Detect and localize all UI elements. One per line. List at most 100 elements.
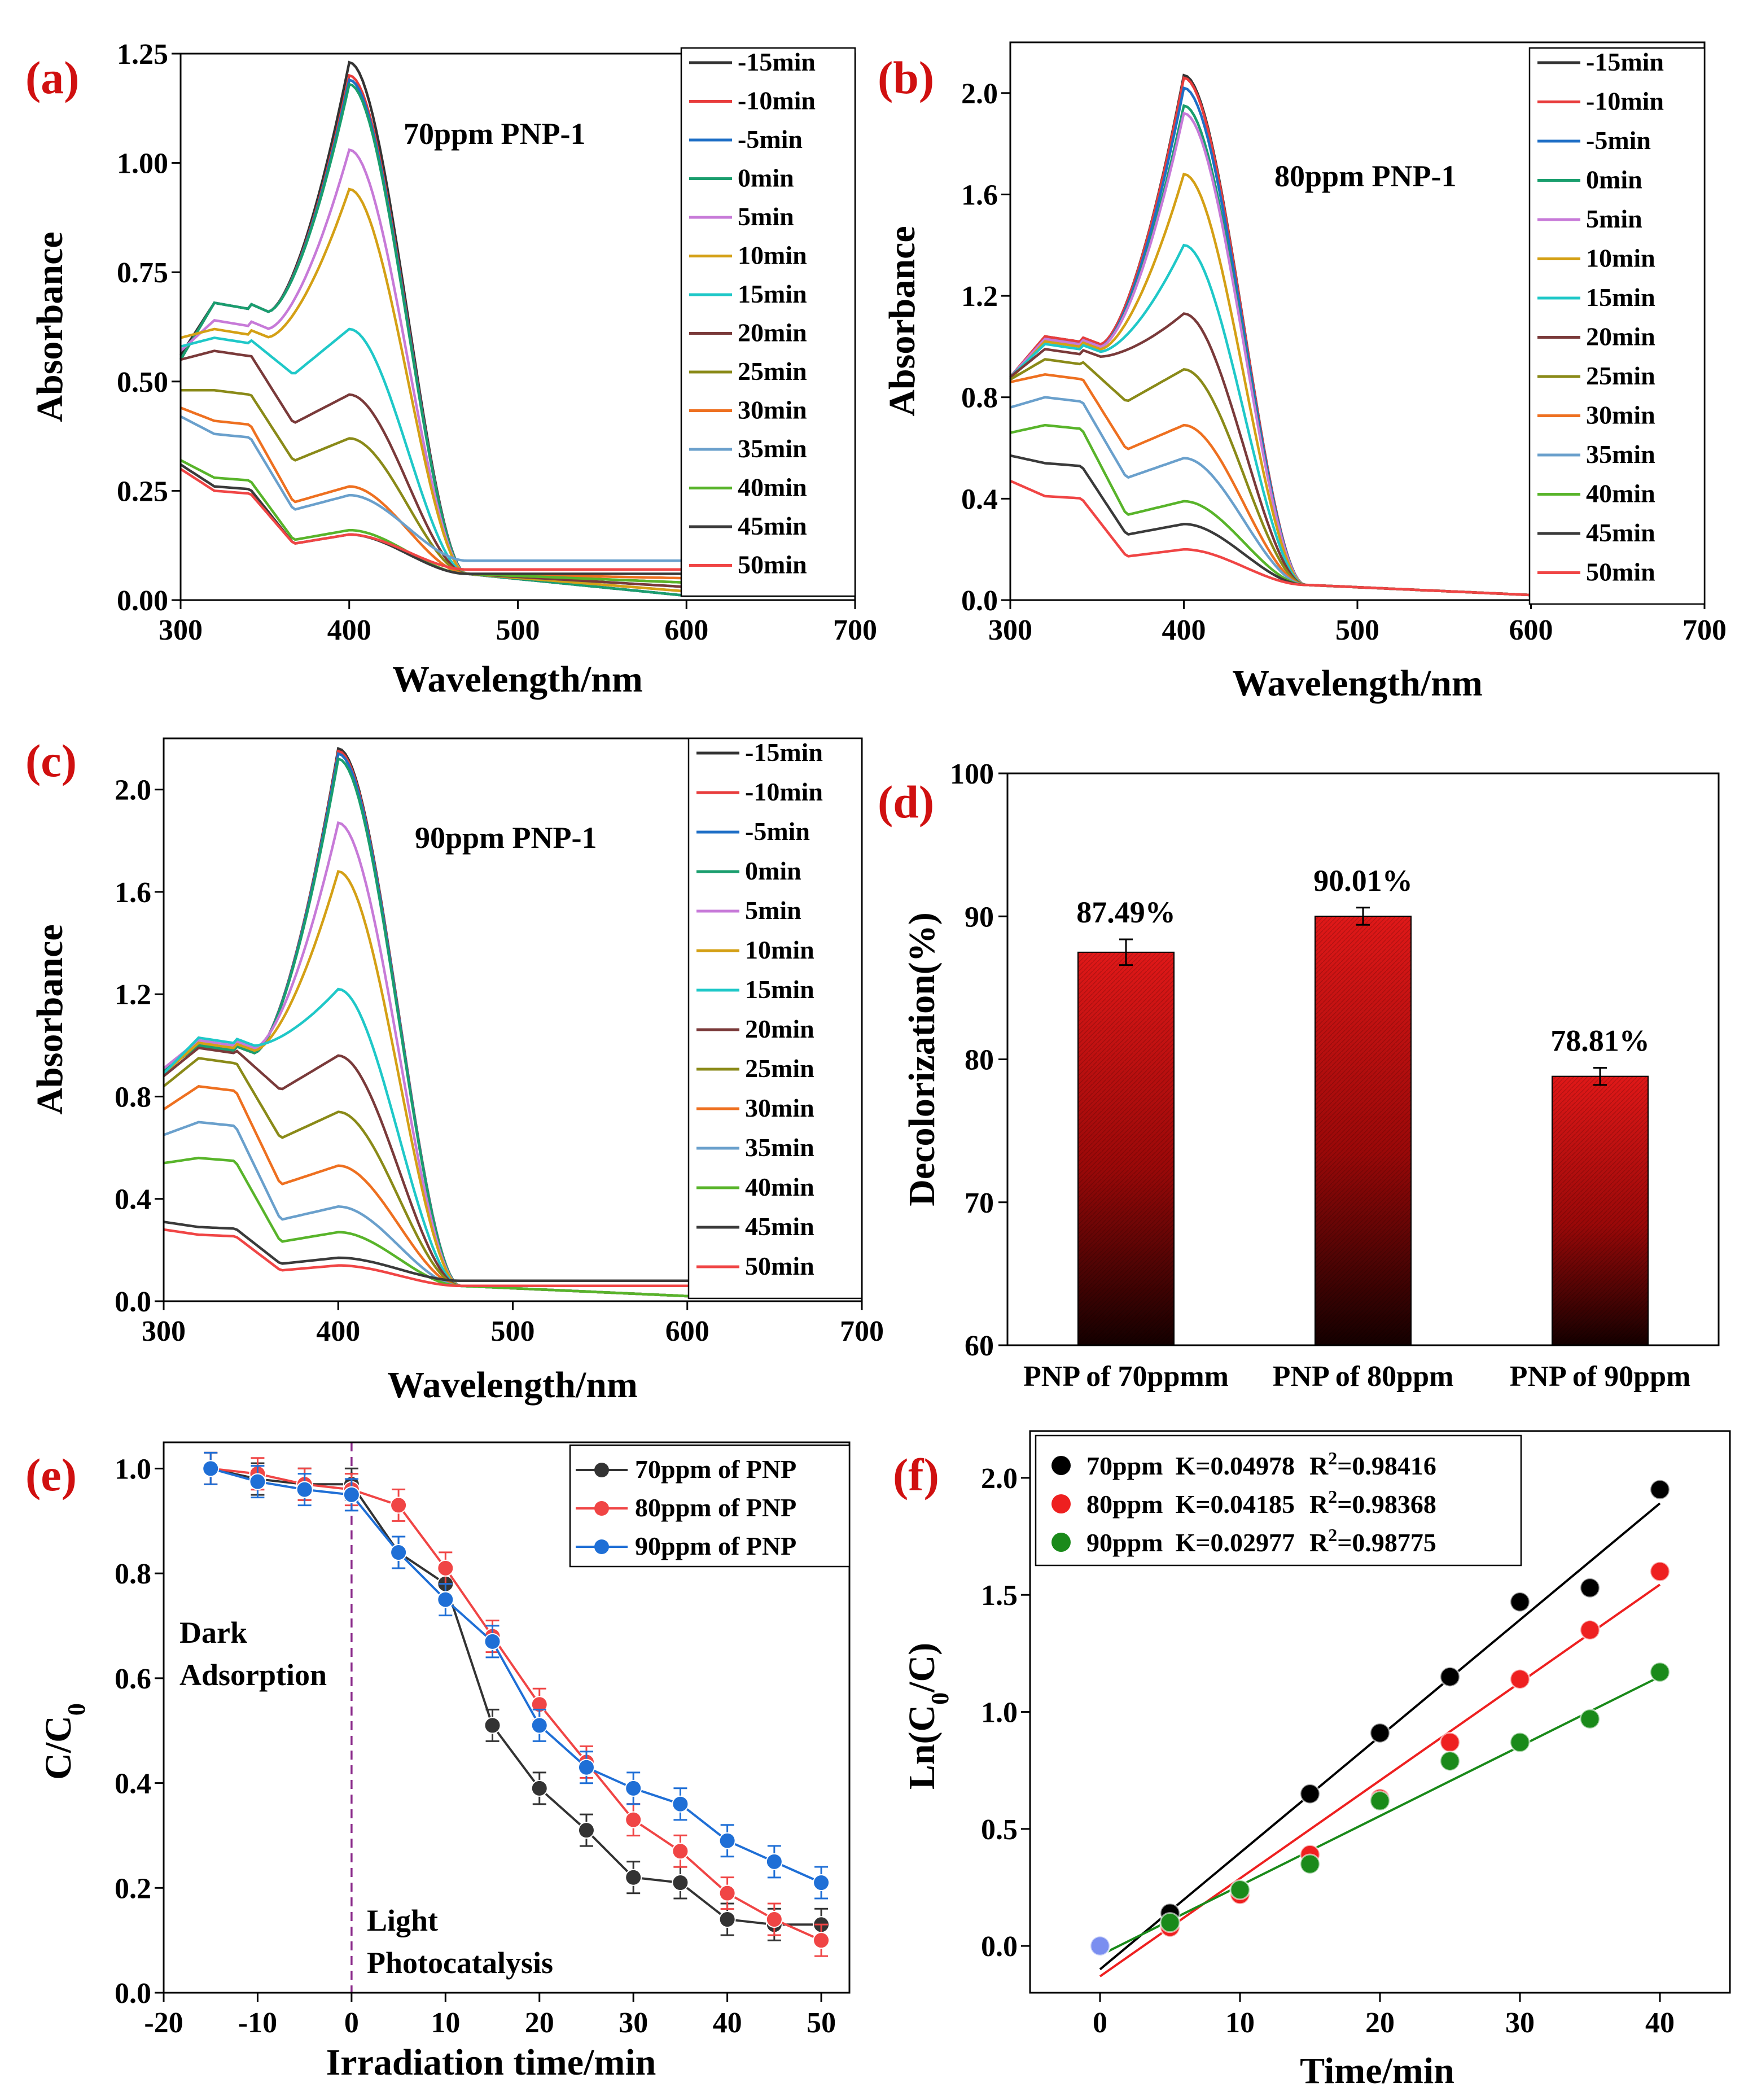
data-point — [1089, 1935, 1111, 1957]
data-point — [718, 1911, 736, 1928]
legend-r2: R — [1309, 1490, 1329, 1519]
legend-label: 35min — [745, 1133, 814, 1162]
legend-label: 0min — [738, 164, 794, 193]
x-tick-label: 400 — [327, 614, 371, 646]
bar-value-label: 87.49% — [1076, 895, 1176, 929]
x-tick-label: 500 — [496, 614, 540, 646]
legend-label: 35min — [738, 434, 807, 463]
y-axis-label: Decolorization(%) — [901, 912, 943, 1206]
x-tick-label: 20 — [1365, 2007, 1395, 2039]
x-tick-label: 30 — [619, 2007, 648, 2039]
data-point — [343, 1486, 360, 1503]
y-tick-label: 1.00 — [117, 148, 168, 180]
data-point — [390, 1544, 408, 1561]
light-label-1: Light — [367, 1904, 438, 1937]
x-tick-label: 700 — [833, 614, 877, 646]
legend-r2-sup: 2 — [1328, 1448, 1337, 1468]
data-point — [1439, 1666, 1461, 1687]
legend-label: 45min — [738, 511, 807, 540]
curve-annotation: 70ppm PNP-1 — [404, 117, 586, 151]
y-axis-label: Absorbance — [29, 924, 71, 1114]
data-point — [1439, 1731, 1461, 1753]
legend-label: 40min — [738, 473, 807, 502]
category-label: PNP of 90ppm — [1510, 1360, 1691, 1393]
panel-label: (b) — [878, 52, 934, 103]
legend-r2-value: =0.98368 — [1337, 1490, 1436, 1519]
x-tick-label: 700 — [840, 1315, 884, 1348]
dark-label-1: Dark — [179, 1616, 247, 1650]
panel-f: 0 10 20 30 400.00.51.01.52.0Time/minLn(C0/C)… — [893, 1430, 1731, 2092]
data-point — [531, 1717, 548, 1734]
legend-marker — [594, 1463, 609, 1477]
y-tick-label: 0.4 — [115, 1768, 151, 1800]
legend-label: -10min — [738, 86, 816, 115]
data-point — [390, 1497, 408, 1514]
data-point — [1579, 1619, 1601, 1640]
legend-label: 50min — [745, 1252, 814, 1280]
legend-label: -10min — [1586, 87, 1664, 116]
legend-label: 15min — [738, 279, 807, 308]
x-tick-label: 300 — [159, 614, 203, 646]
data-point — [765, 1853, 783, 1870]
fit-line-80ppm — [1099, 1583, 1661, 1978]
y-tick-label: 0.00 — [117, 585, 168, 617]
legend-marker — [594, 1539, 609, 1554]
data-point — [672, 1843, 689, 1860]
y-tick-label: 0.8 — [115, 1558, 151, 1590]
data-point — [1369, 1722, 1391, 1744]
data-point — [1299, 1853, 1321, 1875]
y-tick-label: 0.4 — [961, 483, 998, 515]
legend-label: 30min — [1586, 401, 1655, 430]
data-point — [531, 1779, 548, 1797]
x-tick-label: 0 — [1093, 2007, 1107, 2039]
y-tick-label: 1.6 — [961, 179, 998, 211]
data-point — [1579, 1577, 1601, 1599]
x-tick-label: 50 — [807, 2007, 836, 2039]
legend: -15min -10min -5min 0min 5min 10min 15min 20min… — [680, 47, 856, 597]
panel-c: 300 400 500 600 700 0.0 0.4 0.8 1.2 1.6 2.0 Wavelen… — [25, 735, 884, 1406]
legend-box — [1035, 1434, 1522, 1567]
y-tick-label: 0.6 — [115, 1663, 151, 1695]
x-tick-label: -20 — [144, 2007, 183, 2039]
legend-label: -5min — [1586, 126, 1651, 155]
legend: -15min -10min -5min 0min 5min 10min 15min 20min… — [1528, 47, 1706, 605]
legend-label: 5min — [745, 896, 801, 925]
y-tick-label: 0.50 — [117, 366, 168, 399]
data-point — [1439, 1751, 1461, 1772]
y-tick-label: 0.0 — [961, 585, 998, 617]
x-axis-label: Wavelength/nm — [1232, 663, 1483, 704]
x-tick-label: 300 — [988, 614, 1032, 646]
data-point — [1369, 1790, 1391, 1812]
y-axis-label-main: C/C — [38, 1716, 79, 1780]
legend-label: 25min — [745, 1054, 814, 1083]
legend-label: 50min — [1586, 558, 1655, 587]
legend-label: 50min — [738, 550, 807, 579]
legend-label: 90ppm K=0.02977 R2=0.98775 — [1086, 1525, 1436, 1557]
data-point — [672, 1874, 689, 1891]
legend-label: 15min — [1586, 283, 1655, 312]
legend-name: 90ppm — [1086, 1528, 1163, 1557]
data-point — [1299, 1783, 1321, 1805]
legend-marker — [1051, 1494, 1071, 1513]
legend-label: 40min — [1586, 479, 1655, 508]
x-tick-label: 600 — [1509, 614, 1553, 646]
legend-label: 10min — [745, 935, 814, 964]
legend: -15min -10min -5min 0min 5min 10min 15min 20min… — [687, 737, 863, 1300]
dark-label-2: Adsorption — [179, 1658, 327, 1692]
x-axis-label: Time/min — [1300, 2050, 1454, 2092]
data-point — [1649, 1561, 1671, 1582]
y-tick-label: 0.8 — [961, 382, 998, 414]
data-point — [1509, 1591, 1531, 1613]
legend-label: 90ppm of PNP — [635, 1532, 796, 1560]
y-axis-label-suffix: /C) — [901, 1643, 943, 1693]
plot-frame — [163, 1441, 851, 1994]
x-tick-label: 0 — [344, 2007, 359, 2039]
legend-label: 25min — [1586, 361, 1655, 390]
data-point — [1509, 1668, 1531, 1690]
x-tick-label: 700 — [1682, 614, 1727, 646]
legend-label: 0min — [1586, 165, 1642, 194]
y-axis-label-sub: 0 — [63, 1703, 90, 1716]
x-tick-label: 30 — [1505, 2007, 1535, 2039]
legend-label: 10min — [738, 241, 807, 270]
y-axis-label: C/C0 — [38, 1703, 90, 1780]
